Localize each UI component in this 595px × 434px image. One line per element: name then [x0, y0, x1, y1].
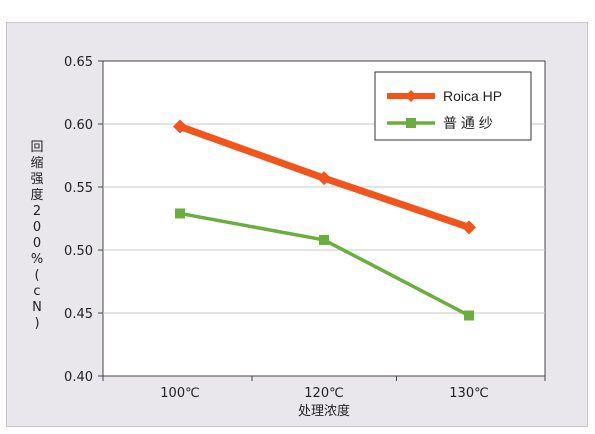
- legend-label: 普 通 纱: [443, 115, 493, 131]
- data-point: [462, 220, 476, 235]
- y-tick-labels: 0.40 0.45 0.50 0.55 0.60 0.65: [64, 55, 93, 385]
- legend-item: 普 通 纱: [387, 115, 493, 131]
- y-tick-label: 0.60: [64, 118, 93, 133]
- y-tick-label: 0.55: [64, 181, 93, 196]
- x-tick-labels: 100℃ 120℃ 130℃: [160, 386, 488, 401]
- legend-marker: [406, 118, 416, 128]
- series-1: [173, 119, 476, 235]
- x-tick-label: 120℃: [304, 386, 343, 401]
- x-axis-label: 处理浓度: [298, 403, 350, 419]
- data-point: [319, 234, 329, 245]
- data-point: [317, 171, 331, 186]
- y-tick-label: 0.40: [64, 370, 93, 385]
- data-point: [173, 119, 187, 134]
- legend-box: [374, 71, 532, 141]
- y-tick-label: 0.50: [64, 244, 93, 259]
- legend-marker: [405, 90, 417, 102]
- legend: Roica HP 普 通 纱: [374, 71, 532, 141]
- series-layer: [173, 119, 476, 321]
- data-point: [464, 310, 474, 321]
- y-tick-label: 0.45: [64, 307, 93, 322]
- data-point: [175, 208, 185, 219]
- chart-frame: 0.40 0.45 0.50 0.55 0.60 0.65 100℃ 120℃ 130℃ 处理…: [6, 22, 588, 427]
- legend-item: Roica HP: [387, 88, 502, 104]
- series-2: [175, 208, 474, 321]
- y-tick-label: 0.65: [64, 55, 93, 70]
- x-tick-label: 100℃: [160, 386, 199, 401]
- y-axis-label: 回缩强度 2 0 0%(c N): [30, 140, 43, 331]
- y-axis-label-text: 回缩强度 2 0 0%(c N): [30, 140, 43, 331]
- line-chart: 0.40 0.45 0.50 0.55 0.60 0.65 100℃ 120℃ 130℃ 处理…: [30, 55, 546, 419]
- x-tick-label: 130℃: [449, 386, 488, 401]
- legend-label: Roica HP: [443, 88, 502, 104]
